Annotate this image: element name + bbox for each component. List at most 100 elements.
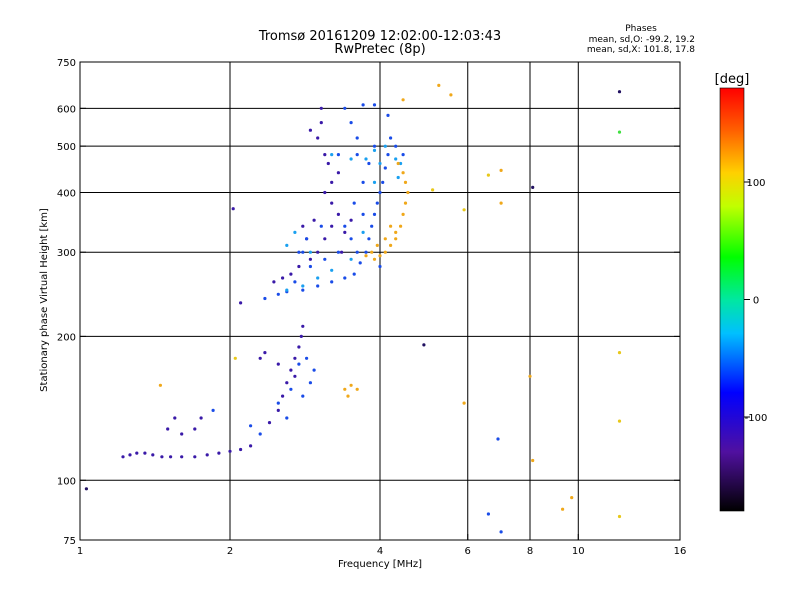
data-point [128,453,132,457]
data-point [297,250,301,254]
data-point [343,387,347,391]
data-point [462,401,466,405]
data-point [403,201,408,205]
phase-info-x: mean, sd,X: 101.8, 17.8 [587,45,695,55]
y-tick-label: 100 [57,476,76,487]
x-tick-label: 10 [572,546,585,557]
data-point [323,153,327,157]
data-point [406,190,410,195]
data-point [293,374,297,378]
colorbar: [deg] 100 0 -100 [715,72,767,512]
y-tick-label: 600 [57,104,76,115]
data-point [330,224,334,228]
data-point [358,261,362,265]
data-point [169,455,173,459]
data-point [401,171,405,175]
data-point [401,98,405,102]
phase-info: Phases mean, sd,O: -99.2, 19.2 mean, sd,… [587,24,695,55]
colorbar-label: [deg] [715,72,750,87]
data-point [389,243,393,247]
data-point [378,264,382,269]
data-point [367,237,371,241]
data-point [617,130,622,134]
data-point [135,451,139,455]
data-point [330,201,334,205]
data-point [312,368,316,372]
data-point [231,207,235,211]
data-point [389,136,393,140]
data-point [258,356,262,360]
data-point [285,381,289,385]
colorbar-tick-label: 0 [753,296,759,307]
data-point [378,254,382,258]
data-point [121,455,125,459]
data-point [276,362,280,366]
y-axis: 75 100 200 300 400 500 600 750 [57,58,680,547]
data-point [249,424,253,428]
data-point [299,334,303,338]
data-point [349,237,353,241]
data-point [375,243,379,247]
data-point [336,212,340,216]
data-point [355,136,359,140]
x-tick-label: 4 [377,546,383,557]
data-point [561,507,565,511]
data-point [301,324,305,328]
data-point [316,284,320,288]
data-point [263,296,267,301]
y-tick-label: 400 [57,188,76,199]
data-point [346,394,350,398]
data-point [383,144,387,148]
data-point [349,383,353,387]
data-point [383,166,387,170]
data-point [499,530,503,534]
data-point [267,421,272,425]
x-tick-label: 2 [227,546,233,557]
data-point [301,394,305,398]
data-point [193,427,197,431]
data-point [319,224,323,228]
data-point [394,237,398,241]
data-point [372,148,377,152]
x-tick-label: 6 [465,546,471,557]
data-point [289,272,293,276]
x-axis: 1 2 4 6 8 10 16 [77,534,687,557]
data-point [308,250,312,254]
data-point [396,161,400,166]
colorbar-ticks: 100 0 -100 [744,178,767,424]
data-point [437,83,441,87]
data-point [531,458,535,463]
data-point [316,136,320,140]
data-point [361,103,365,107]
data-point [297,362,301,366]
data-point [386,153,390,157]
data-point [422,343,426,347]
data-point [372,144,377,148]
data-point [323,190,327,195]
data-point [349,157,353,161]
data-point [316,250,320,254]
data-point [499,201,503,205]
data-point [330,268,334,272]
data-point [276,401,280,405]
data-point [330,180,334,184]
data-point [499,168,503,172]
y-tick-label: 750 [57,58,76,69]
data-point [361,230,365,234]
data-point [285,288,289,292]
data-point [289,387,293,391]
data-point [399,161,403,166]
data-point [364,254,368,258]
data-point [276,292,280,296]
data-point [293,230,297,234]
grid-lines [80,62,680,540]
x-tick-label: 16 [674,546,687,557]
data-point [293,280,297,284]
data-point [364,157,368,161]
data-point [349,218,353,222]
data-point [263,351,267,355]
data-point [355,250,359,254]
x-axis-label: Frequency [MHz] [338,559,422,570]
data-point [343,106,347,110]
